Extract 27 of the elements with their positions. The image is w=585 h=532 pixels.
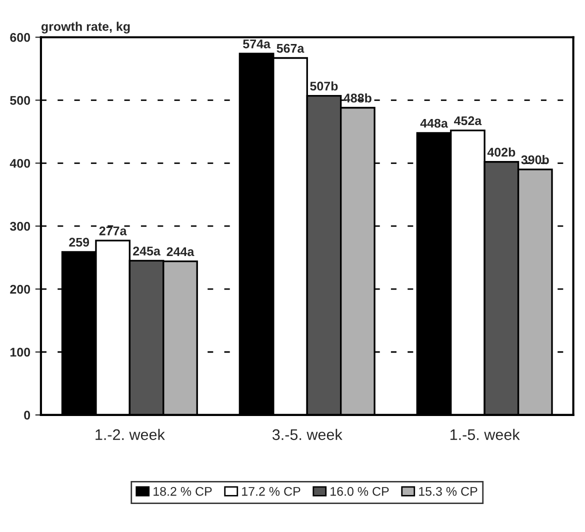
y-tick-label: 500 (10, 96, 30, 105)
legend-label: 18.2 % CP (154, 486, 212, 496)
data-label: 567a (276, 44, 304, 53)
data-label: 452a (454, 116, 482, 126)
x-tick-label: 3.-5. week (272, 428, 342, 440)
y-tick-label: 0 (24, 410, 30, 420)
data-label: 488b (344, 93, 372, 102)
data-label: 448a (420, 118, 448, 128)
y-tick-label: 200 (10, 284, 30, 294)
y-tick-label: 100 (10, 348, 30, 357)
x-tick-label: 1.-5. week (450, 428, 520, 440)
y-axis-title: growth rate, kg (41, 22, 130, 34)
data-label: 507b (310, 81, 338, 91)
x-tick-label: 1.-2. week (96, 428, 165, 440)
data-label: 574a (243, 40, 271, 48)
legend-label: 16.0 % CP (330, 486, 389, 496)
data-label: 244a (166, 247, 194, 256)
y-tick-label: 400 (10, 158, 30, 168)
y-tick-label: 300 (10, 222, 30, 231)
legend-label: 17.2 % CP (242, 486, 300, 496)
data-label: 402b (487, 147, 516, 157)
data-label: 277a (99, 226, 127, 236)
data-label: 390b (521, 155, 549, 164)
legend-label: 15.3 % CP (419, 486, 478, 496)
data-label: 259 (69, 238, 90, 247)
y-tick-label: 600 (10, 33, 30, 42)
data-label: 245a (133, 246, 161, 256)
